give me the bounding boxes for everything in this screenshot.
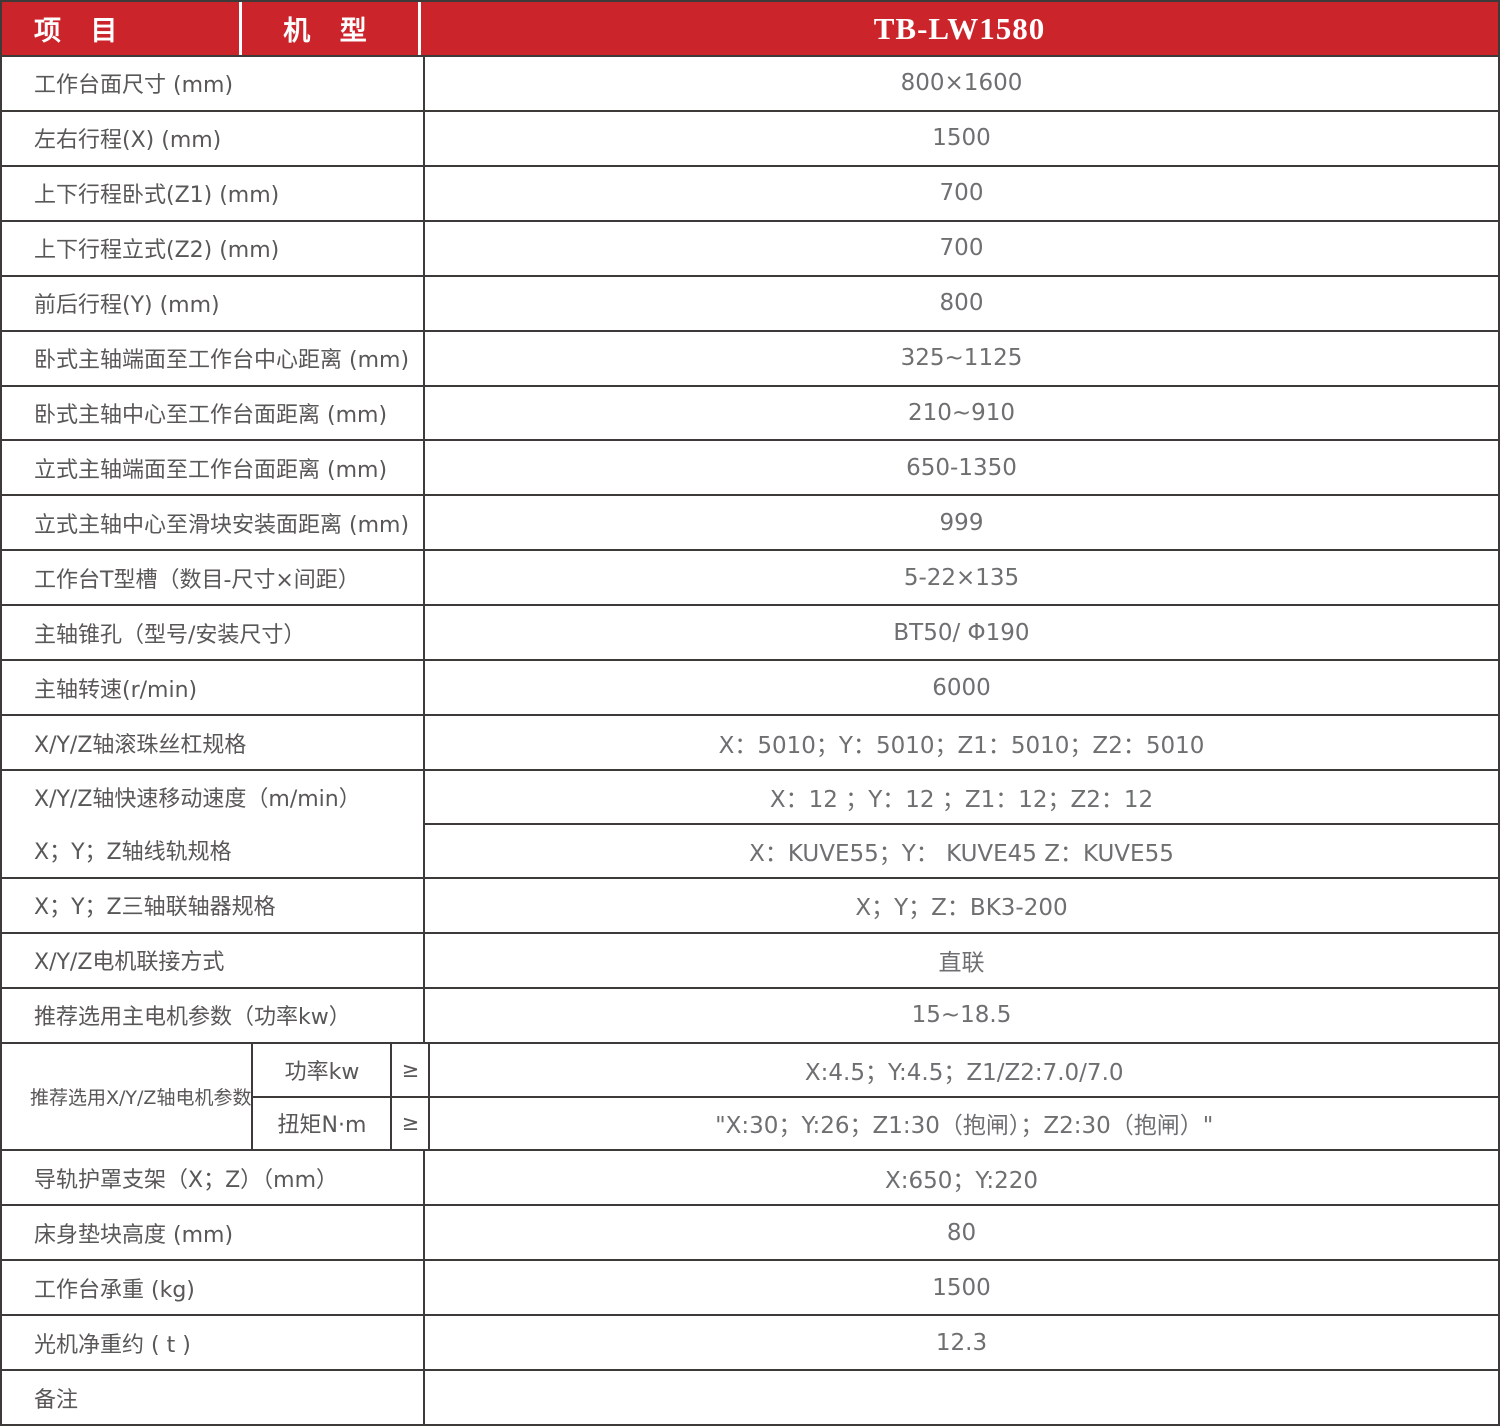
row-value: 直联 <box>938 950 985 977</box>
geq-symbol: ≥ <box>392 1097 431 1150</box>
header-item-column: 项 目 <box>2 2 242 55</box>
table-row: 左右行程(X) (mm) 1500 <box>2 109 1498 165</box>
row-label: 立式主轴端面至工作台面距离 (mm) <box>2 441 425 495</box>
speed-rail-merged-label-cell: X/Y/Z轴快速移动速度（m/min） X；Y；Z轴线轨规格 <box>2 770 425 877</box>
row-value: 800×1600 <box>900 70 1023 97</box>
table-row: 主轴转速(r/min) 6000 <box>2 659 1498 715</box>
row-value: 1500 <box>932 125 991 152</box>
row-value: X：KUVE55；Y： KUVE45 Z：KUVE55 <box>425 822 1498 877</box>
table-row: 立式主轴端面至工作台面距离 (mm) 650-1350 <box>2 439 1498 495</box>
table-row: 卧式主轴中心至工作台面距离 (mm) 210~910 <box>2 384 1498 440</box>
row-label: 光机净重约 ( t ) <box>2 1316 425 1370</box>
row-label: 左右行程(X) (mm) <box>2 111 425 165</box>
table-row: 工作台承重 (kg) 1500 <box>2 1259 1498 1315</box>
motor-params-subtable: 功率kw ≥ X:4.5；Y:4.5；Z1/Z2:7.0/7.0 扭矩N·m ≥… <box>253 1043 1498 1150</box>
row-label: 卧式主轴中心至工作台面距离 (mm) <box>2 386 425 440</box>
row-value: X；Y；Z：BK3-200 <box>855 895 1068 922</box>
row-value: 700 <box>939 180 984 207</box>
row-label: 前后行程(Y) (mm) <box>2 276 425 330</box>
header-model-name: TB-LW1580 <box>873 10 1046 46</box>
row-value: 15~18.5 <box>911 1002 1012 1029</box>
row-value: 80 <box>946 1219 977 1246</box>
row-value: X：5010；Y：5010；Z1：5010；Z2：5010 <box>718 732 1205 759</box>
row-value: 210~910 <box>907 399 1016 426</box>
table-header-row: 项 目 机 型 TB-LW1580 <box>2 2 1498 55</box>
table-row: 上下行程立式(Z2) (mm) 700 <box>2 219 1498 275</box>
table-row: 床身垫块高度 (mm) 80 <box>2 1204 1498 1260</box>
row-value: X:4.5；Y:4.5；Z1/Z2:7.0/7.0 <box>804 1059 1124 1086</box>
table-row: 工作台T型槽（数目-尺寸×间距） 5-22×135 <box>2 549 1498 605</box>
motor-param-name: 扭矩N·m <box>253 1097 393 1150</box>
row-value: X：12 ；Y：12 ；Z1：12；Z2：12 <box>769 786 1154 813</box>
row-value: BT50/ Φ190 <box>893 619 1030 646</box>
speed-rail-values: X：12 ；Y：12 ；Z1：12；Z2：12 X：KUVE55；Y： KUVE… <box>425 771 1498 877</box>
row-value: 325~1125 <box>900 345 1023 372</box>
table-row: 推荐选用主电机参数（功率kw） 15~18.5 <box>2 986 1498 1042</box>
row-label: 备注 <box>2 1371 425 1425</box>
row-label: 床身垫块高度 (mm) <box>2 1206 425 1260</box>
motor-torque-row: 扭矩N·m ≥ "X:30；Y:26；Z1:30（抱闸）；Z2:30（抱闸）" <box>253 1095 1498 1150</box>
table-row: 卧式主轴端面至工作台中心距离 (mm) 325~1125 <box>2 329 1498 385</box>
row-label: X/Y/Z轴快速移动速度（m/min） <box>34 787 361 813</box>
row-label: X；Y；Z三轴联轴器规格 <box>2 878 425 932</box>
row-value: X:650；Y:220 <box>884 1167 1039 1194</box>
table-row: X/Y/Z电机联接方式 直联 <box>2 931 1498 987</box>
motor-params-label: 推荐选用X/Y/Z轴电机参数 <box>2 1043 254 1150</box>
row-label: 导轨护罩支架（X；Z）（mm） <box>2 1151 425 1205</box>
table-row: 主轴锥孔（型号/安装尺寸） BT50/ Φ190 <box>2 604 1498 660</box>
table-row: 上下行程卧式(Z1) (mm) 700 <box>2 164 1498 220</box>
row-label: 上下行程立式(Z2) (mm) <box>2 221 425 275</box>
row-label: X/Y/Z轴滚珠丝杠规格 <box>2 716 425 769</box>
row-value: "X:30；Y:26；Z1:30（抱闸）；Z2:30（抱闸）" <box>715 1113 1214 1140</box>
row-value: 6000 <box>932 674 991 701</box>
row-label: 立式主轴中心至滑块安装面距离 (mm) <box>2 496 425 550</box>
row-label: X/Y/Z电机联接方式 <box>2 933 425 987</box>
table-row: 备注 <box>2 1369 1498 1425</box>
motor-params-block: 推荐选用X/Y/Z轴电机参数 功率kw ≥ X:4.5；Y:4.5；Z1/Z2:… <box>2 1041 1498 1150</box>
row-label: 工作台面尺寸 (mm) <box>2 57 425 110</box>
row-value: 800 <box>939 290 984 317</box>
row-label: 主轴转速(r/min) <box>2 661 425 715</box>
table-row: X；Y；Z三轴联轴器规格 X；Y；Z：BK3-200 <box>2 876 1498 932</box>
table-row: X/Y/Z轴滚珠丝杠规格 X：5010；Y：5010；Z1：5010；Z2：50… <box>2 714 1498 769</box>
row-value: 1500 <box>932 1274 991 1301</box>
row-label: 卧式主轴端面至工作台中心距离 (mm) <box>2 331 425 385</box>
row-value: 999 <box>939 509 984 536</box>
row-value <box>425 1371 1498 1424</box>
table-row: 导轨护罩支架（X；Z）（mm） X:650；Y:220 <box>2 1149 1498 1205</box>
table-row: 前后行程(Y) (mm) 800 <box>2 274 1498 330</box>
row-value: 12.3 <box>935 1329 988 1356</box>
row-value: 700 <box>939 235 984 262</box>
motor-param-name: 功率kw <box>253 1043 393 1096</box>
motor-power-row: 功率kw ≥ X:4.5；Y:4.5；Z1/Z2:7.0/7.0 <box>253 1043 1498 1096</box>
row-label: 主轴锥孔（型号/安装尺寸） <box>2 606 425 660</box>
row-label: 上下行程卧式(Z1) (mm) <box>2 166 425 220</box>
header-model-column: 机 型 <box>242 2 421 55</box>
table-row: 工作台面尺寸 (mm) 800×1600 <box>2 55 1498 110</box>
row-value: 5-22×135 <box>903 564 1020 591</box>
table-row: 光机净重约 ( t ) 12.3 <box>2 1314 1498 1370</box>
table-row: 立式主轴中心至滑块安装面距离 (mm) 999 <box>2 494 1498 550</box>
row-label: 工作台T型槽（数目-尺寸×间距） <box>2 551 425 605</box>
row-label: X；Y；Z轴线轨规格 <box>34 840 232 866</box>
geq-symbol: ≥ <box>392 1043 431 1096</box>
speed-rail-merged-block: X/Y/Z轴快速移动速度（m/min） X；Y；Z轴线轨规格 X：12 ；Y：1… <box>2 768 1498 877</box>
row-label: 推荐选用主电机参数（功率kw） <box>2 988 425 1042</box>
row-label: 工作台承重 (kg) <box>2 1261 425 1315</box>
row-value: 650-1350 <box>906 454 1017 481</box>
